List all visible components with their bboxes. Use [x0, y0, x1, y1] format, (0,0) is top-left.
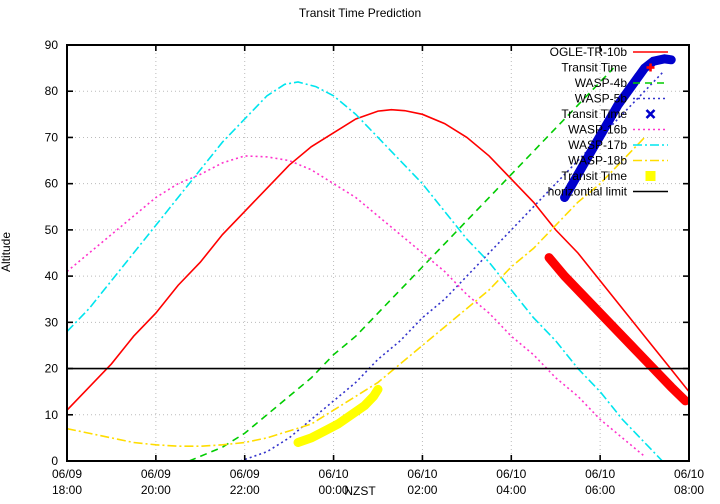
y-tick-label: 70	[45, 130, 59, 144]
x-tick-label-time: 06:00	[585, 483, 615, 497]
legend-label-6: WASP-17b	[568, 138, 627, 152]
series-ogle-tr-10b-transit	[544, 253, 689, 406]
x-tick-label-time: 22:00	[230, 483, 260, 497]
legend-label-5: WASP-16b	[568, 123, 627, 137]
x-tick-label-time: 04:00	[496, 483, 526, 497]
y-tick-label: 50	[45, 223, 59, 237]
axes-frame	[66, 44, 690, 462]
series-wasp-4b	[188, 67, 615, 461]
series-wasp-18b-transit	[293, 384, 383, 448]
legend-label-3: WASP-5b	[575, 92, 628, 106]
legend-label-0: OGLE-TR-10b	[550, 45, 628, 59]
series-group	[67, 54, 689, 461]
x-tick-label-time: 20:00	[141, 483, 171, 497]
legend-label-9: horizontial limit	[548, 185, 628, 199]
chart-title: Transit Time Prediction	[298, 6, 422, 20]
y-tick-label: 60	[45, 177, 59, 191]
legend-label-8: Transit Time	[561, 169, 627, 183]
x-tick-label-date: 06/10	[674, 467, 704, 481]
y-tick-label: 90	[45, 38, 59, 52]
legend-sample-square-8	[645, 171, 656, 181]
y-tick-label: 80	[45, 84, 59, 98]
x-tick-label-date: 06/10	[407, 467, 437, 481]
series-wasp-18b	[67, 136, 646, 448]
legend-label-4: Transit Time	[561, 107, 627, 121]
series-wasp-5b-transit	[560, 54, 676, 203]
x-tick-label-time: 08:00	[674, 483, 704, 497]
legend-sample-cross-1	[646, 63, 655, 72]
x-tick-label-date: 06/10	[319, 467, 349, 481]
x-tick-label-time: 18:00	[52, 483, 82, 497]
x-tick-label-date: 06/09	[141, 467, 171, 481]
x-tick-label-date: 06/09	[52, 467, 82, 481]
y-tick-label: 30	[45, 315, 59, 329]
series-wasp-17b	[67, 81, 663, 461]
series-ogle-tr-10b	[67, 108, 689, 411]
x-tick-label-time: 00:00	[319, 483, 349, 497]
y-tick-label: 10	[45, 408, 59, 422]
x-axis-label: NZST	[344, 484, 376, 498]
x-tick-label-date: 06/10	[496, 467, 526, 481]
y-tick-label: 40	[45, 269, 59, 283]
x-b	[645, 109, 656, 119]
legend-label-2: WASP-4b	[575, 76, 628, 90]
y-tick-label: 0	[51, 454, 58, 468]
legend-label-7: WASP-18b	[568, 154, 627, 168]
x-tick-label-date: 06/10	[585, 467, 615, 481]
legend-sample-x-4	[645, 109, 656, 119]
y-tick-label: 20	[45, 362, 59, 376]
series-wasp-16b	[67, 155, 646, 457]
legend-label-1: Transit Time	[561, 61, 627, 75]
x-tick-label-date: 06/09	[230, 467, 260, 481]
x-tick-label-time: 02:00	[407, 483, 437, 497]
